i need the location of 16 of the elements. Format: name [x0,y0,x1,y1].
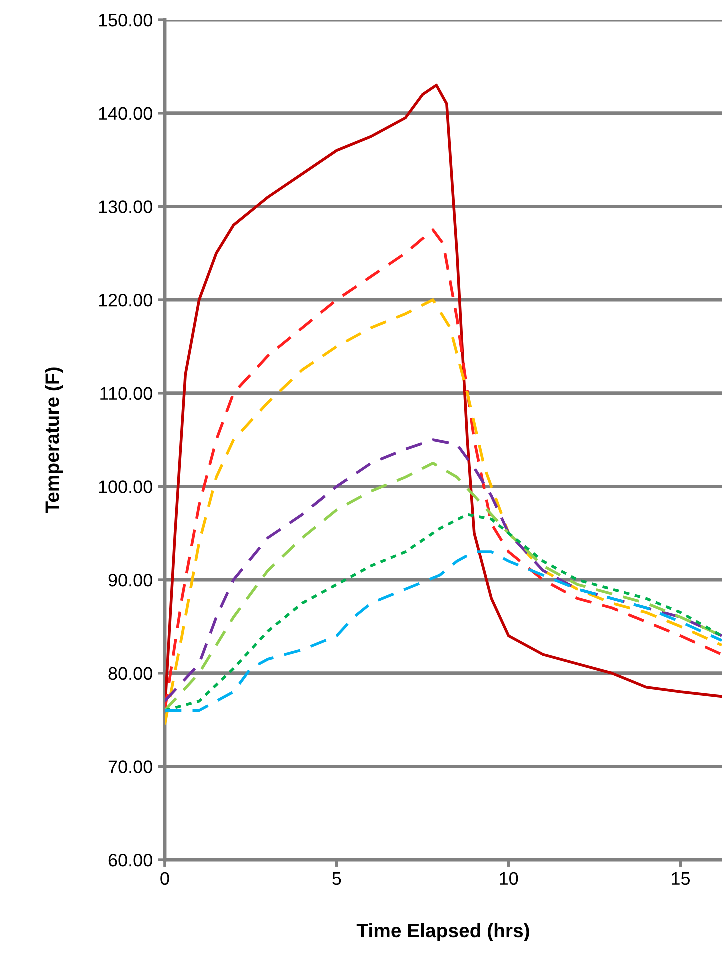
y-tick-label: 80.00 [108,667,152,680]
y-tick-label: 100.00 [99,480,152,494]
y-tick-label: 60.00 [108,854,152,867]
y-tick-label: 70.00 [108,760,152,774]
x-tick-label: 5 [332,872,342,886]
x-tick-label: 10 [500,872,518,886]
y-tick-label: 150.00 [99,14,152,27]
y-tick-label: 120.00 [99,294,152,307]
y-tick-label: 90.00 [108,574,152,587]
x-axis-title: Time Elapsed (hrs) [356,923,530,942]
x-tick-label: 15 [672,872,690,886]
x-tick-label: 0 [160,872,170,886]
y-axis-title: Temperature (F) [45,368,64,514]
y-tick-label: 140.00 [99,107,152,120]
y-tick-label: 130.00 [99,200,152,214]
y-tick-label: 110.00 [100,387,152,400]
